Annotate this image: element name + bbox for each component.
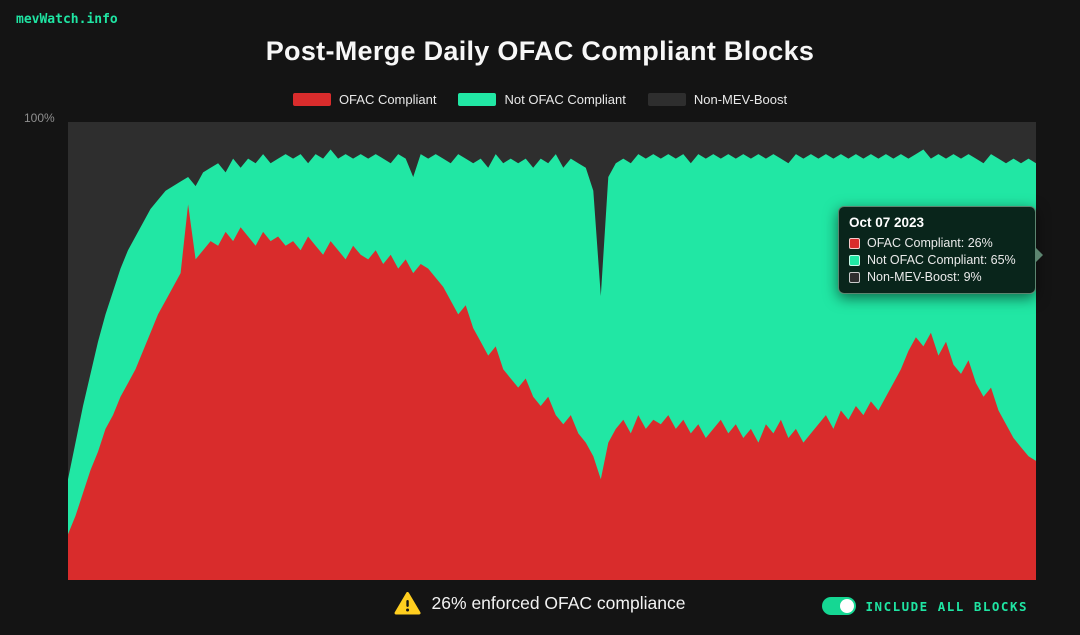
toggle-knob bbox=[839, 599, 854, 613]
chart-tooltip: Oct 07 2023 OFAC Compliant: 26% Not OFAC… bbox=[838, 206, 1043, 294]
include-all-blocks-toggle[interactable] bbox=[821, 597, 856, 615]
legend-label: Non-MEV-Boost bbox=[693, 92, 788, 107]
chart-legend: OFAC Compliant Not OFAC Compliant Non-ME… bbox=[0, 92, 1080, 107]
tooltip-swatch-gray bbox=[849, 271, 860, 283]
legend-item-not-ofac-compliant: Not OFAC Compliant bbox=[458, 92, 626, 107]
tooltip-row-text: Non-MEV-Boost: 9% bbox=[867, 270, 982, 284]
tooltip-row-text: OFAC Compliant: 26% bbox=[867, 236, 993, 250]
tooltip-date: Oct 07 2023 bbox=[849, 215, 925, 230]
tooltip-row-non-mev: Non-MEV-Boost: 9% bbox=[849, 270, 1025, 284]
warning-icon bbox=[394, 592, 421, 615]
page-title: Post-Merge Daily OFAC Compliant Blocks bbox=[265, 36, 815, 66]
include-all-blocks-label[interactable]: INCLUDE ALL BLOCKS bbox=[865, 598, 1028, 614]
tooltip-row-text: Not OFAC Compliant: 65% bbox=[867, 253, 1016, 267]
tooltip-swatch-green bbox=[849, 254, 860, 266]
site-logo[interactable]: mevWatch.info bbox=[16, 12, 118, 27]
compliance-note: 26% enforced OFAC compliance bbox=[394, 592, 686, 615]
legend-item-non-mev-boost: Non-MEV-Boost bbox=[647, 92, 788, 107]
legend-swatch-red bbox=[292, 93, 331, 106]
legend-swatch-gray bbox=[647, 93, 686, 106]
legend-label: Not OFAC Compliant bbox=[504, 92, 626, 107]
tooltip-pointer bbox=[1035, 247, 1043, 263]
tooltip-row-ofac: OFAC Compliant: 26% bbox=[849, 236, 1025, 250]
stacked-area-chart[interactable]: Oct 07 2023 OFAC Compliant: 26% Not OFAC… bbox=[68, 122, 1043, 580]
legend-label: OFAC Compliant bbox=[338, 92, 437, 107]
legend-swatch-green bbox=[458, 93, 497, 106]
legend-item-ofac-compliant: OFAC Compliant bbox=[292, 92, 437, 107]
chart-canvas bbox=[68, 122, 1036, 580]
ofac-compliant-area bbox=[68, 204, 1036, 580]
tooltip-swatch-red bbox=[849, 237, 860, 249]
compliance-note-text: 26% enforced OFAC compliance bbox=[431, 593, 686, 613]
include-all-blocks-toggle-group: INCLUDE ALL BLOCKS bbox=[821, 597, 1028, 615]
y-axis-100-label: 100% bbox=[24, 111, 55, 125]
tooltip-row-not-ofac: Not OFAC Compliant: 65% bbox=[849, 253, 1025, 267]
